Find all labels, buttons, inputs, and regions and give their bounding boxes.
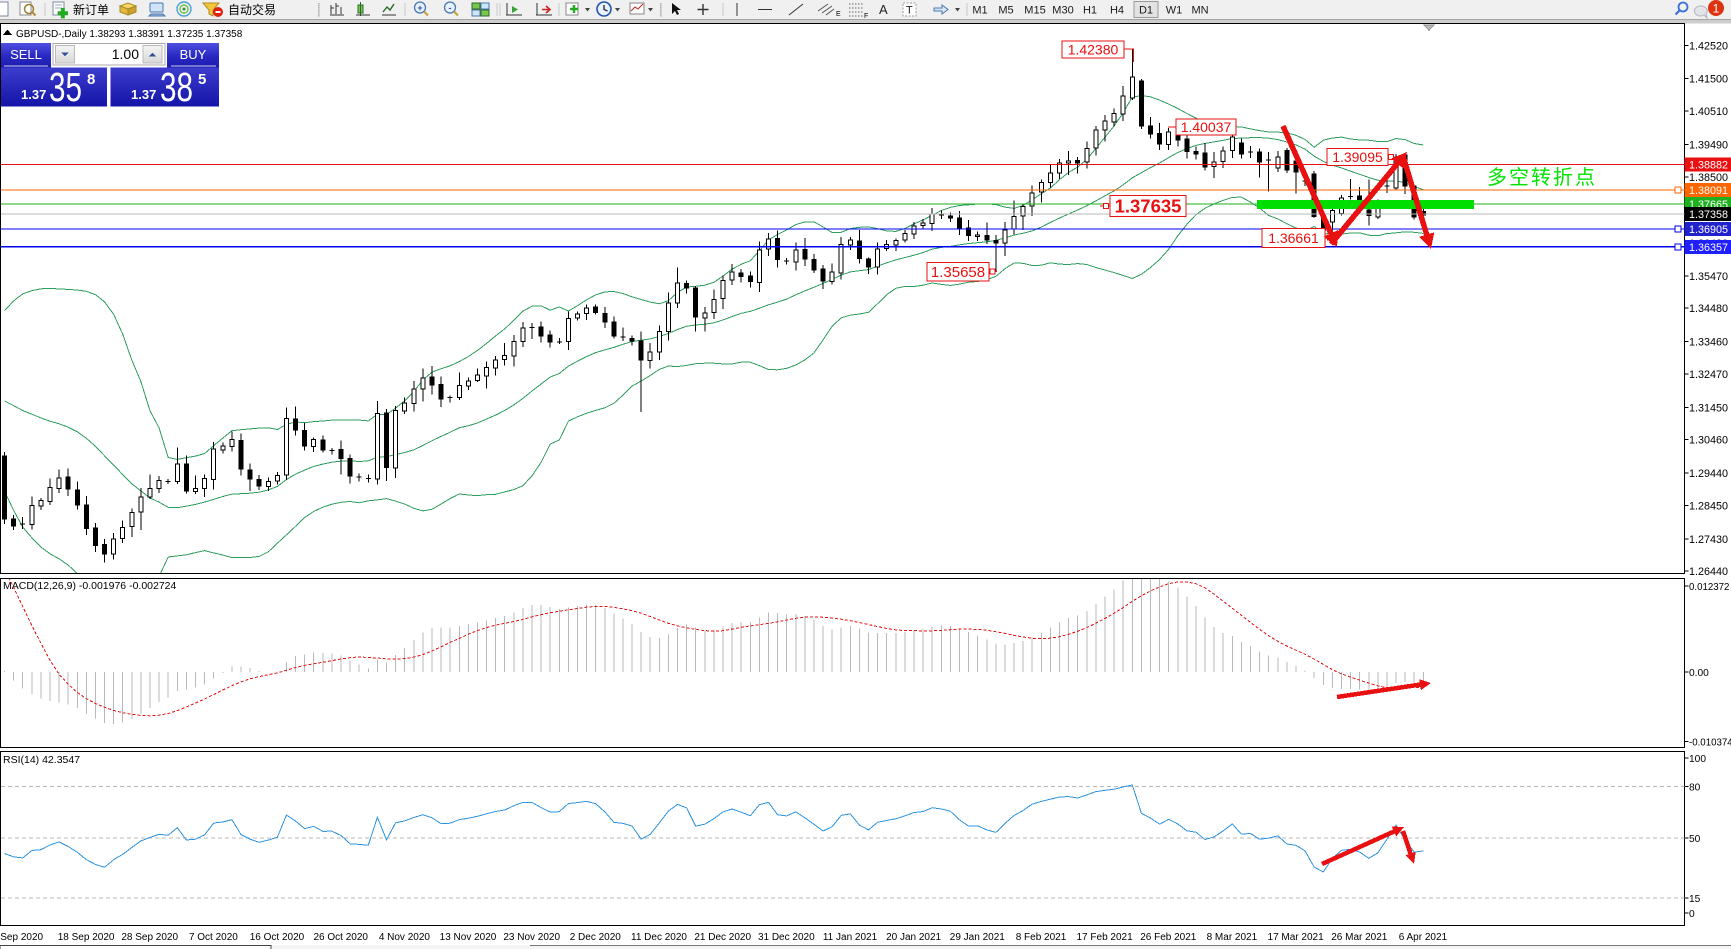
svg-text:17 Mar 2021: 17 Mar 2021 <box>1268 932 1325 943</box>
svg-text:11 Jan 2021: 11 Jan 2021 <box>823 932 878 943</box>
svg-text:21 Dec 2020: 21 Dec 2020 <box>694 932 751 943</box>
svg-text:31 Dec 2020: 31 Dec 2020 <box>758 932 815 943</box>
svg-text:1.41500: 1.41500 <box>1689 74 1728 86</box>
svg-text:M30: M30 <box>1052 5 1073 17</box>
svg-text:4 Nov 2020: 4 Nov 2020 <box>379 932 431 943</box>
svg-text:1.42380: 1.42380 <box>1068 42 1119 58</box>
svg-text:1.35470: 1.35470 <box>1689 271 1728 283</box>
svg-text:1.36357: 1.36357 <box>1689 242 1728 254</box>
svg-text:1.37: 1.37 <box>21 87 46 102</box>
svg-text:1.28450: 1.28450 <box>1689 500 1728 512</box>
svg-text:17 Feb 2021: 17 Feb 2021 <box>1077 932 1134 943</box>
svg-text:1.30460: 1.30460 <box>1689 435 1728 447</box>
svg-text:35: 35 <box>49 64 82 110</box>
svg-text:11 Dec 2020: 11 Dec 2020 <box>631 932 687 943</box>
svg-text:E: E <box>836 11 841 18</box>
svg-text:38: 38 <box>160 64 193 110</box>
svg-text:1.37635: 1.37635 <box>1115 196 1182 217</box>
svg-text:RSI(14) 42.3547: RSI(14) 42.3547 <box>3 754 80 766</box>
svg-text:7 Oct 2020: 7 Oct 2020 <box>189 932 238 943</box>
svg-text:1.34480: 1.34480 <box>1689 303 1728 315</box>
svg-text:多空转折点: 多空转折点 <box>1487 166 1597 189</box>
svg-text:SELL: SELL <box>10 47 42 62</box>
svg-text:50: 50 <box>1689 834 1701 845</box>
svg-text:1.40510: 1.40510 <box>1689 106 1728 118</box>
svg-text:15: 15 <box>1689 894 1701 905</box>
svg-text:16 Oct 2020: 16 Oct 2020 <box>250 932 305 943</box>
svg-text:A: A <box>879 2 888 17</box>
svg-text:1.31450: 1.31450 <box>1689 402 1728 414</box>
svg-text:1.39095: 1.39095 <box>1332 149 1383 165</box>
svg-text:-: - <box>449 3 452 13</box>
svg-text:M1: M1 <box>972 5 987 17</box>
svg-text:自动交易: 自动交易 <box>228 2 276 17</box>
svg-text:T: T <box>906 5 913 17</box>
svg-text:BUY: BUY <box>180 47 207 62</box>
svg-text:H4: H4 <box>1110 5 1124 17</box>
svg-text:1.38882: 1.38882 <box>1689 159 1728 171</box>
svg-text:1.29440: 1.29440 <box>1689 468 1728 480</box>
svg-text:+: + <box>417 3 422 13</box>
svg-text:28 Sep 2020: 28 Sep 2020 <box>121 932 178 943</box>
svg-text:1.26440: 1.26440 <box>1689 566 1728 578</box>
svg-text:26 Feb 2021: 26 Feb 2021 <box>1140 932 1197 943</box>
svg-text:1.40037: 1.40037 <box>1181 119 1232 135</box>
svg-text:5: 5 <box>198 71 206 88</box>
svg-text:1.38500: 1.38500 <box>1689 172 1728 184</box>
svg-text:13 Nov 2020: 13 Nov 2020 <box>440 932 497 943</box>
svg-text:1.36905: 1.36905 <box>1689 224 1728 236</box>
svg-text:8: 8 <box>87 71 95 88</box>
svg-text:80: 80 <box>1689 782 1701 793</box>
svg-text:1.00: 1.00 <box>112 46 139 62</box>
svg-text:2 Dec 2020: 2 Dec 2020 <box>570 932 622 943</box>
svg-text:1.42520: 1.42520 <box>1689 40 1728 52</box>
svg-text:M15: M15 <box>1024 5 1045 17</box>
svg-text:6 Apr 2021: 6 Apr 2021 <box>1399 932 1448 943</box>
svg-text:新订单: 新订单 <box>73 2 109 17</box>
svg-text:9 Sep 2020: 9 Sep 2020 <box>0 932 44 943</box>
svg-text:23 Nov 2020: 23 Nov 2020 <box>503 932 560 943</box>
svg-text:26 Oct 2020: 26 Oct 2020 <box>313 932 368 943</box>
svg-text:8 Mar 2021: 8 Mar 2021 <box>1207 932 1258 943</box>
svg-text:1.38091: 1.38091 <box>1689 185 1728 197</box>
svg-text:MN: MN <box>1191 5 1208 17</box>
svg-text:M5: M5 <box>998 5 1013 17</box>
svg-text:1: 1 <box>1713 2 1720 16</box>
svg-text:20 Jan 2021: 20 Jan 2021 <box>886 932 941 943</box>
svg-text:H1: H1 <box>1083 5 1097 17</box>
svg-text:0.012372: 0.012372 <box>1689 582 1729 593</box>
svg-text:18 Sep 2020: 18 Sep 2020 <box>58 932 115 943</box>
svg-text:F: F <box>864 13 868 20</box>
svg-text:1.33460: 1.33460 <box>1689 337 1728 349</box>
svg-text:1.37: 1.37 <box>131 87 156 102</box>
svg-text:1.39490: 1.39490 <box>1689 139 1728 151</box>
svg-text:100: 100 <box>1689 754 1706 765</box>
svg-text:GBPUSD-,Daily 1.38293 1.38391: GBPUSD-,Daily 1.38293 1.38391 1.37235 1.… <box>16 29 243 40</box>
svg-text:W1: W1 <box>1166 5 1183 17</box>
svg-text:29 Jan 2021: 29 Jan 2021 <box>950 932 1005 943</box>
svg-text:1.27430: 1.27430 <box>1689 534 1728 546</box>
svg-text:MACD(12,26,9) -0.001976 -0.002: MACD(12,26,9) -0.001976 -0.002724 <box>3 580 177 592</box>
svg-text:1.35658: 1.35658 <box>931 264 985 281</box>
svg-text:26 Mar 2021: 26 Mar 2021 <box>1331 932 1388 943</box>
svg-text:D1: D1 <box>1139 5 1153 17</box>
svg-text:1.36661: 1.36661 <box>1268 230 1319 246</box>
svg-text:0.00: 0.00 <box>1689 668 1709 679</box>
svg-text:1.37358: 1.37358 <box>1689 209 1728 221</box>
svg-text:8 Feb 2021: 8 Feb 2021 <box>1016 932 1067 943</box>
svg-text:1.32470: 1.32470 <box>1689 369 1728 381</box>
svg-text:0: 0 <box>1689 909 1695 920</box>
svg-text:-0.010374: -0.010374 <box>1689 738 1731 749</box>
